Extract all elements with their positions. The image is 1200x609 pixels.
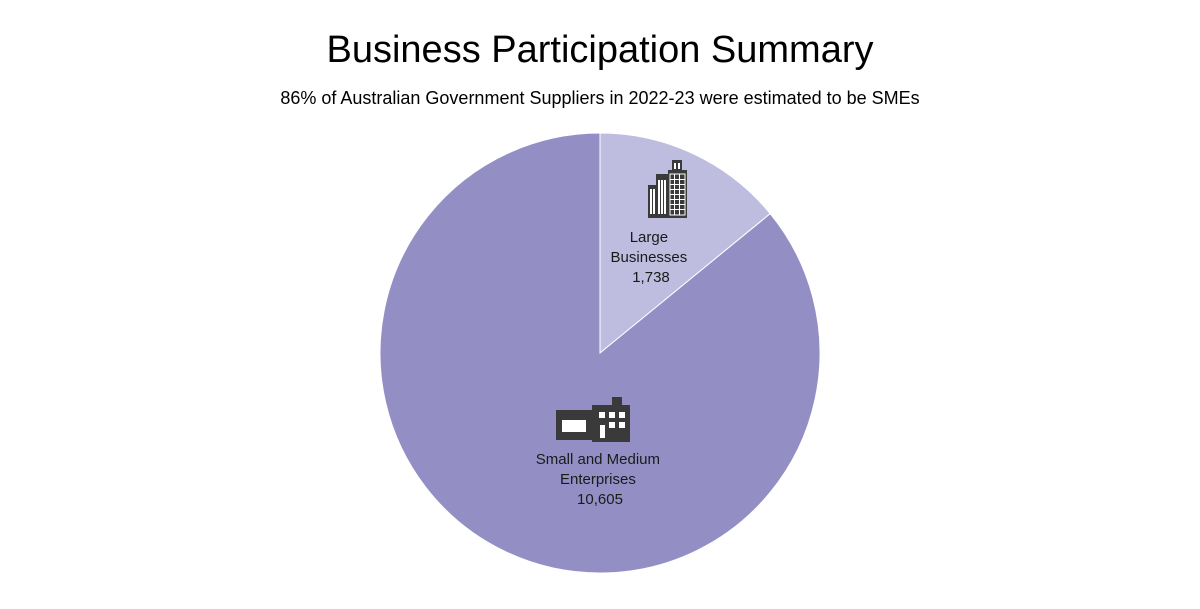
slice-value-label: 10,605 <box>577 491 623 508</box>
slice-label-smes: Small and Medium Enterprises 10,605 <box>536 451 664 508</box>
pie-slice-smes <box>379 132 821 574</box>
pie-slices <box>379 132 821 574</box>
pie-slice-large-businesses <box>599 132 771 355</box>
slice-label-line: Enterprises <box>560 471 636 488</box>
slice-label-line: Large <box>630 229 668 246</box>
slice-label-large-businesses: Large Businesses 1,738 <box>611 229 692 286</box>
chart-title: Business Participation Summary <box>326 29 874 71</box>
office-tower-icon <box>648 160 687 218</box>
small-business-icon <box>556 397 630 442</box>
slice-value-label: 1,738 <box>632 269 670 286</box>
slice-label-line: Small and Medium <box>536 451 660 468</box>
chart-subtitle: 86% of Australian Government Suppliers i… <box>280 88 920 108</box>
slice-label-line: Businesses <box>611 249 688 266</box>
